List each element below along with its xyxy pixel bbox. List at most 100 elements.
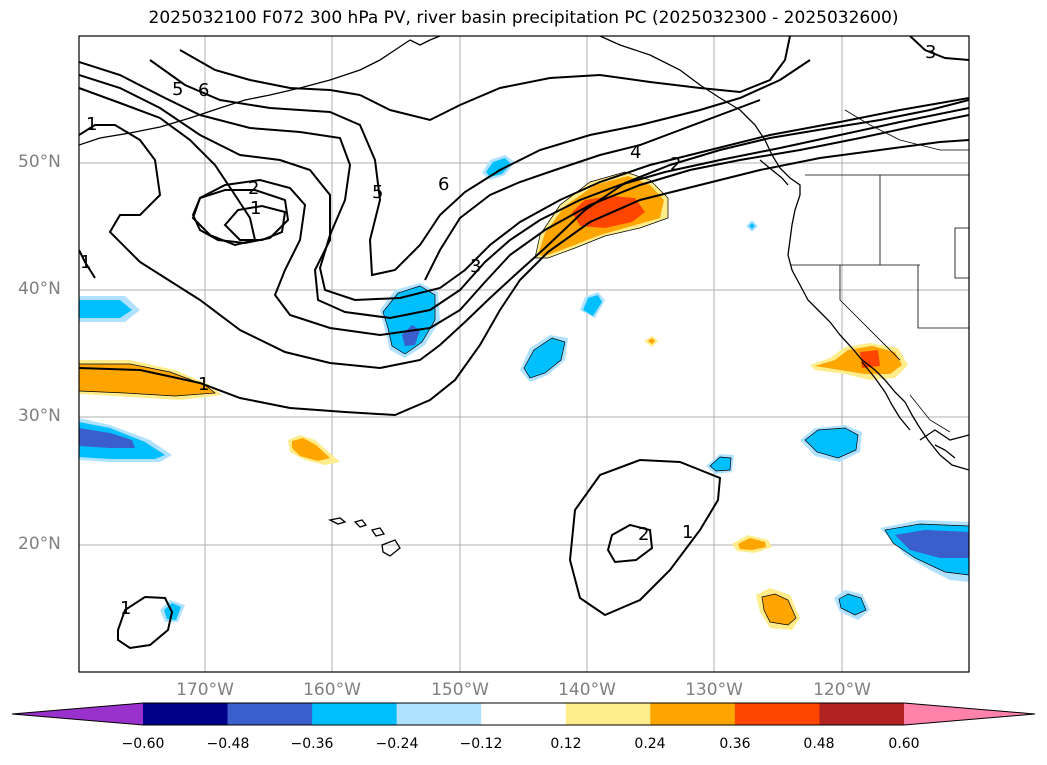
pos-region-socal-mid — [815, 346, 902, 374]
colorbar-segment — [396, 703, 482, 725]
colorbar-tick-label: 0.60 — [888, 736, 920, 752]
state-border-c — [917, 265, 969, 329]
pv-contour-3 — [79, 74, 969, 320]
pv-contour-2-south-loop — [606, 523, 654, 564]
lon-label-130w: 130°W — [685, 680, 743, 700]
contour-label: 1 — [250, 198, 261, 219]
neg-region-east-19n-strong — [895, 530, 969, 558]
state-border-d — [954, 227, 969, 279]
outline-120w-28n — [804, 427, 859, 459]
plot-frame — [78, 35, 970, 673]
aleutian-coast — [79, 39, 411, 146]
outline-ne-pacific — [534, 171, 669, 259]
colorbar-tick-label: −0.48 — [206, 736, 250, 752]
colorbar-segment — [565, 703, 651, 725]
contour-label: 4 — [630, 142, 641, 163]
lon-label-120w: 120°W — [813, 680, 871, 700]
colorbar-outline — [11, 702, 1036, 726]
mexico-coast — [919, 429, 969, 441]
neg-region-129w-mid — [710, 457, 731, 471]
baja-tip — [934, 444, 956, 459]
pv-contour-6-inner — [424, 99, 761, 281]
plot-area — [79, 36, 969, 672]
pv-contour-1-sw-loop — [117, 595, 174, 650]
pv-contour-1-south-loop — [568, 458, 722, 617]
lon-label-140w: 140°W — [558, 680, 616, 700]
contour-label: 1 — [86, 114, 97, 135]
lat-label-40n: 40°N — [18, 279, 61, 299]
colorbar-segment — [227, 703, 313, 725]
pos-region-162w-mid — [292, 438, 330, 461]
pv-contour-1-low — [223, 204, 287, 241]
pc-region-outlines — [79, 171, 969, 626]
colorbar-segment — [650, 703, 736, 725]
neg-region-143w-mid — [524, 338, 565, 378]
us-mexico-border — [909, 394, 951, 433]
hawaii-island-oahu — [353, 519, 368, 528]
pos-region-125w-15n-mid — [762, 594, 796, 625]
colorbar-segment — [481, 703, 567, 725]
neg-region-127w-45n-mid — [749, 223, 755, 229]
political-boundaries — [790, 109, 969, 433]
pv-contour-5 — [149, 59, 811, 277]
pos-region-135w-mid — [648, 338, 655, 344]
lat-label-50n: 50°N — [18, 152, 61, 172]
pv-contour-2 — [79, 87, 969, 337]
map-title: 2025032100 F072 300 hPa PV, river basin … — [148, 8, 899, 28]
contour-label: 1 — [198, 374, 209, 395]
neg-region-west-28n-strong — [79, 428, 135, 448]
contour-label: 1 — [120, 598, 131, 619]
contour-label: 5 — [172, 79, 183, 100]
colorbar-tick-label: 0.12 — [550, 736, 582, 752]
colorbar-segments — [12, 703, 1035, 725]
outline-143w — [523, 337, 566, 379]
neg-region-120w-28n-mid — [805, 428, 858, 458]
colorbar-tick-label: 0.48 — [803, 736, 835, 752]
contour-label: 6 — [438, 174, 449, 195]
neg-region-120w-15n-mid — [839, 594, 866, 615]
pv-contour-4 — [79, 61, 969, 302]
pv-contour-6-west — [179, 49, 361, 96]
outline-120w-15n — [838, 593, 867, 616]
colorbar-segment — [143, 703, 229, 725]
contour-label: 3 — [470, 256, 481, 277]
neg-region-155w-mid — [383, 286, 435, 354]
neg-region-138w-mid — [583, 295, 602, 316]
pos-region-socal-strong — [860, 350, 880, 368]
outline-west — [79, 363, 216, 397]
outline-155w — [382, 285, 436, 355]
alaska-coast-a — [409, 36, 441, 46]
colorbar-segment — [734, 703, 820, 725]
contour-label: 2 — [638, 524, 649, 545]
baja-west-coast — [861, 361, 911, 431]
west-coast — [754, 124, 969, 471]
outline-129w — [709, 456, 732, 472]
state-border-ca-nv — [839, 265, 901, 361]
colorbar-tick-label: 0.36 — [719, 736, 751, 752]
pv-contour-6-east — [359, 36, 791, 122]
pos-region-127w-20n-mid — [738, 538, 766, 550]
outline-east — [884, 523, 969, 576]
neg-region-146w-mid — [486, 158, 511, 177]
hawaii-island-kauai — [328, 517, 347, 525]
map-plot: 5 6 1 2 1 1 5 6 4 2 3 1 2 1 1 3 — [78, 35, 970, 673]
lon-label-150w: 150°W — [431, 680, 489, 700]
pv-contours — [79, 36, 969, 650]
colorbar-extend-low — [12, 703, 143, 725]
contour-label: 1 — [682, 522, 693, 543]
neg-region-west-39n-mid — [79, 300, 132, 318]
hawaii-island-maui — [370, 527, 386, 537]
colorbar-tick-label: 0.24 — [634, 736, 666, 752]
lon-label-160w: 160°W — [303, 680, 361, 700]
contour-label: 2 — [670, 154, 681, 175]
colorbar-segment — [819, 703, 905, 725]
colorbar-extend-high — [904, 703, 1035, 725]
pv-contour-1-south — [79, 139, 969, 417]
coastlines — [79, 36, 969, 557]
colorbar-tick-label: −0.24 — [375, 736, 419, 752]
pos-region-west-mid — [79, 364, 215, 396]
pv-contour-1-north — [79, 99, 969, 370]
contour-label: 2 — [248, 178, 259, 199]
pv-contour-1-far-west — [79, 249, 96, 279]
lon-label-170w: 170°W — [176, 680, 234, 700]
